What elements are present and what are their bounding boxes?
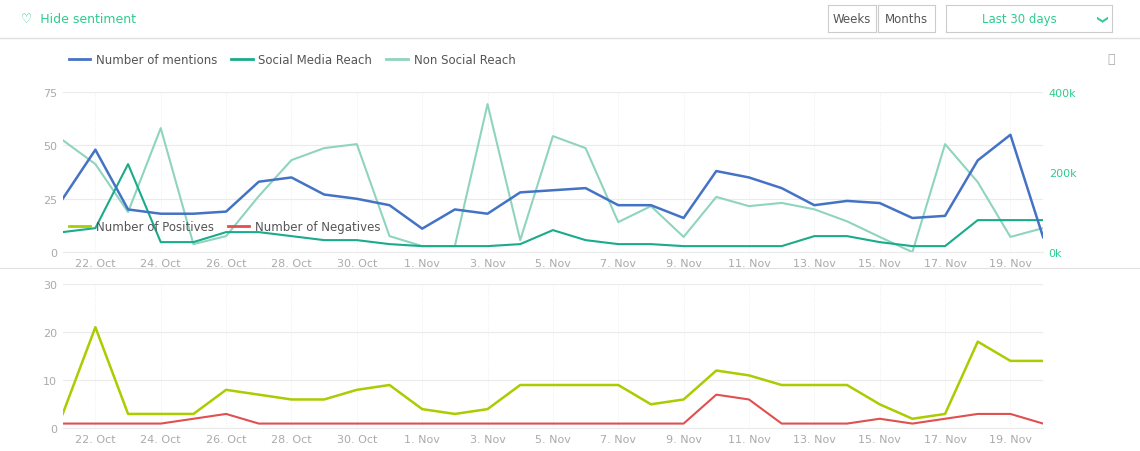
Text: Last 30 days: Last 30 days [982,13,1057,26]
Text: ❯: ❯ [1094,15,1106,24]
Text: Weeks: Weeks [832,13,871,26]
Text: ⓘ: ⓘ [1108,53,1115,65]
Text: Months: Months [885,13,928,26]
Text: ♡  Hide sentiment: ♡ Hide sentiment [21,13,136,26]
Legend: Number of mentions, Social Media Reach, Non Social Reach: Number of mentions, Social Media Reach, … [68,54,515,67]
Text: Days: Days [785,13,817,26]
Legend: Number of Positives, Number of Negatives: Number of Positives, Number of Negatives [68,221,381,234]
